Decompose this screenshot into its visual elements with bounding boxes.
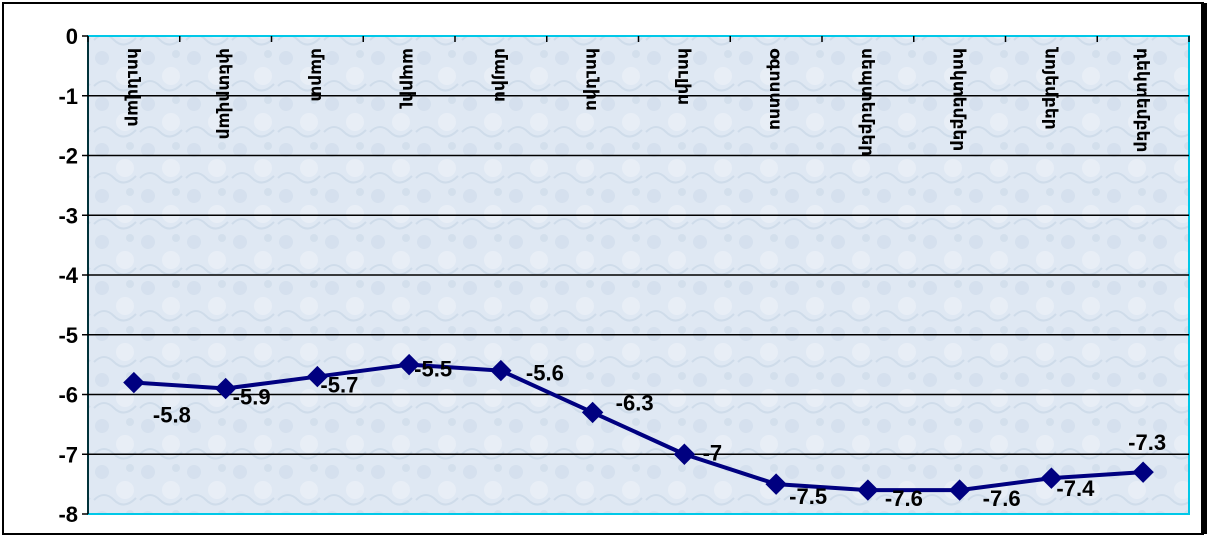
data-point-marker (398, 353, 420, 376)
y-tick-label: -3 (58, 203, 78, 228)
x-tick-label: դեկտեմբեր (1133, 48, 1152, 152)
series-line (133, 362, 1144, 493)
x-tick-label: օգոստոս (766, 48, 785, 130)
data-label: -7 (703, 440, 723, 465)
data-point-marker (214, 377, 237, 400)
data-point-marker (123, 371, 145, 394)
x-tick-label: ապրիլ (399, 48, 418, 109)
data-label: -7.3 (1128, 430, 1166, 455)
data-label: -7.5 (789, 484, 827, 509)
data-label: -7.6 (983, 486, 1021, 511)
data-labels: -5.8 -5.9 -5.7 -5.5 -5.6 -6.3 -7 -7.5 -7.6 -7.6 -7… (153, 357, 1166, 511)
x-tick-label: հունիս (583, 48, 602, 111)
y-tick-label: -6 (58, 383, 78, 408)
x-axis-labels: հունվար փետրվար մարտ ապրիլ մայիս հունիս հուլիս… (87, 36, 1190, 156)
gridlines (88, 95, 1189, 455)
y-tick-label: -1 (58, 84, 78, 109)
y-tick-label: 0 (66, 24, 78, 49)
x-tick-label: նոյեմբեր (1041, 46, 1060, 130)
data-point-marker (857, 479, 879, 501)
x-tick-label: հուլիս (674, 48, 693, 105)
x-tick-label: մարտ (307, 48, 326, 102)
data-point-marker (673, 443, 696, 465)
data-point-marker (1132, 461, 1154, 483)
series (123, 353, 1154, 501)
data-label: -5.5 (414, 357, 452, 382)
data-label: -5.7 (320, 373, 358, 398)
data-point-marker (581, 401, 604, 424)
data-label: -5.6 (526, 361, 564, 386)
data-point-marker (306, 365, 329, 388)
data-label: -5.9 (233, 385, 271, 410)
y-tick-label: -7 (58, 442, 78, 467)
data-point-marker (948, 479, 971, 501)
y-tick-label: -4 (58, 263, 78, 288)
x-tick-label: հունվար (124, 48, 143, 127)
data-point-marker (490, 359, 512, 382)
data-label: -6.3 (616, 390, 654, 415)
data-label: -7.6 (885, 486, 923, 511)
data-label: -5.8 (153, 403, 191, 428)
x-tick-label: հոկտեմբեր (950, 48, 969, 151)
x-tick-label: փետրվար (216, 48, 235, 139)
chart-right-edge (1201, 3, 1207, 534)
y-tick-label: -8 (58, 502, 78, 527)
x-tick-label: մայիս (491, 48, 510, 102)
y-tick-label: -5 (58, 323, 78, 348)
y-axis: 0 -1 -2 -3 -4 -5 -6 -7 -8 (58, 24, 89, 527)
data-label: -7.4 (1056, 476, 1095, 501)
data-point-marker (765, 473, 787, 495)
data-point-marker (1040, 467, 1063, 489)
y-tick-label: -2 (58, 144, 78, 169)
x-tick-label: սեպտեմբեր (858, 48, 877, 156)
